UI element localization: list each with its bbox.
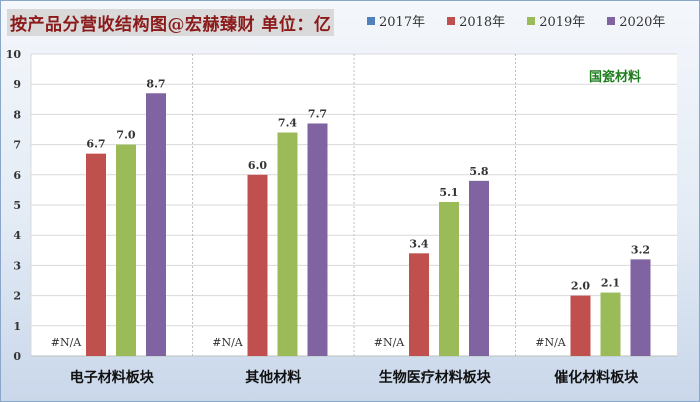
legend-item-2018: 2018年 xyxy=(447,11,505,30)
data-label-2-2: 5.1 xyxy=(439,186,458,199)
y-tick-label-10: 10 xyxy=(6,48,22,61)
data-label-0-1: #N/A xyxy=(212,336,244,349)
data-label-0-0: #N/A xyxy=(51,336,83,349)
y-tick-label-6: 6 xyxy=(13,169,21,182)
y-tick-label-7: 7 xyxy=(13,139,21,152)
bar-1-3 xyxy=(570,295,591,356)
x-category-label-0: 电子材料板块 xyxy=(70,369,155,386)
y-tick-label-5: 5 xyxy=(13,199,21,212)
bar-3-3 xyxy=(630,259,651,356)
y-tick-label-2: 2 xyxy=(13,290,21,303)
bar-2-3 xyxy=(600,292,621,356)
data-label-0-3: #N/A xyxy=(535,336,567,349)
y-tick-label-0: 0 xyxy=(13,350,21,363)
legend-swatch-2018 xyxy=(447,16,456,25)
data-label-3-3: 3.2 xyxy=(631,243,650,256)
legend-label-2018: 2018年 xyxy=(459,15,506,30)
legend-item-2017: 2017年 xyxy=(367,11,425,30)
x-category-label-1: 其他材料 xyxy=(245,369,301,386)
x-category-label-2: 生物医疗材料板块 xyxy=(379,369,492,386)
y-tick-label-9: 9 xyxy=(13,78,21,91)
chart-annotation: 国瓷材料 xyxy=(589,70,642,85)
legend-label-2019: 2019年 xyxy=(539,15,586,30)
legend-swatch-2019 xyxy=(527,16,536,25)
chart-title: 按产品分营收结构图@宏赫臻财 单位：亿 xyxy=(7,9,335,36)
y-tick-label-3: 3 xyxy=(13,259,21,272)
data-label-3-2: 5.8 xyxy=(469,165,488,178)
legend: 2017年 2018年 2019年 2020年 xyxy=(367,11,665,30)
data-label-2-1: 7.4 xyxy=(278,117,297,130)
bar-1-0 xyxy=(86,153,106,356)
y-tick-label-1: 1 xyxy=(13,320,21,333)
data-label-2-3: 2.1 xyxy=(601,277,620,290)
bar-2-1 xyxy=(277,132,298,356)
bar-1-1 xyxy=(247,174,268,356)
data-label-1-1: 6.0 xyxy=(248,159,267,172)
y-tick-label-8: 8 xyxy=(13,108,21,121)
legend-label-2020: 2020年 xyxy=(619,15,666,30)
bar-3-2 xyxy=(469,180,489,356)
data-label-1-2: 3.4 xyxy=(409,237,428,250)
legend-label-2017: 2017年 xyxy=(379,15,426,30)
data-label-0-2: #N/A xyxy=(374,336,406,349)
y-tick-label-4: 4 xyxy=(13,229,21,242)
data-label-1-3: 2.0 xyxy=(571,280,590,293)
bar-2-2 xyxy=(439,201,459,356)
data-label-1-0: 6.7 xyxy=(86,138,105,151)
legend-item-2020: 2020年 xyxy=(607,11,665,30)
bar-1-2 xyxy=(409,253,429,356)
legend-swatch-2020 xyxy=(607,16,616,25)
bar-3-0 xyxy=(146,93,166,356)
data-label-2-0: 7.0 xyxy=(116,129,135,142)
legend-item-2019: 2019年 xyxy=(527,11,585,30)
x-category-label-3: 催化材料板块 xyxy=(554,369,639,386)
bar-3-1 xyxy=(307,123,328,357)
data-label-3-1: 7.7 xyxy=(308,107,327,120)
bar-2-0 xyxy=(116,144,136,356)
data-label-3-0: 8.7 xyxy=(146,77,165,90)
legend-swatch-2017 xyxy=(367,16,375,25)
